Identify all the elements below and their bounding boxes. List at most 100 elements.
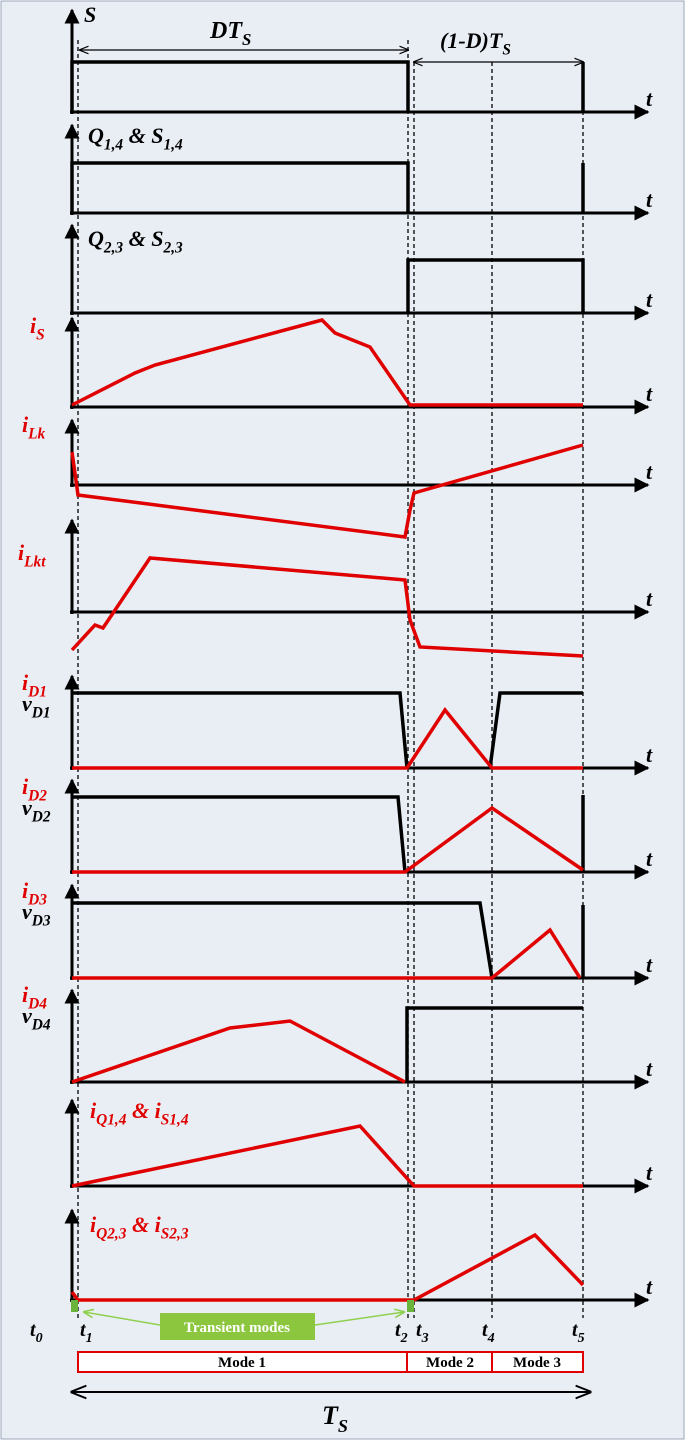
label-part: Q <box>88 226 104 251</box>
signal-label: iD4 <box>22 982 47 1013</box>
label-part: S <box>242 30 251 49</box>
label-part: & i <box>126 1098 161 1123</box>
waveforms <box>70 50 590 1392</box>
label-part: 2,3 <box>103 240 124 257</box>
mode-label: Mode 1 <box>218 1355 266 1371</box>
label-part: 4 <box>487 1331 495 1346</box>
signal-label: iD2 <box>22 774 47 805</box>
label-part: S <box>36 327 45 344</box>
mode-label: Mode 3 <box>513 1355 561 1371</box>
label-part: D1 <box>27 684 47 701</box>
label-part: S <box>502 42 511 59</box>
time-mark: t1 <box>80 1319 93 1346</box>
signal-label: iD3 <box>22 878 47 909</box>
label-part: Lk <box>27 426 45 443</box>
label-part: i <box>18 540 25 565</box>
label-part: 1,4 <box>104 137 124 154</box>
label-part: D2 <box>31 809 51 826</box>
time-mark: t3 <box>416 1319 429 1346</box>
label-part: i <box>90 1098 97 1123</box>
signal-label: iQ1,4 & iS1,4 <box>90 1098 189 1129</box>
label-part: DT <box>209 18 243 44</box>
time-mark: t2 <box>395 1319 408 1346</box>
label-part: D2 <box>27 788 47 805</box>
label-part: t <box>30 1319 37 1341</box>
label-part: D3 <box>27 892 47 909</box>
time-mark: t5 <box>572 1319 585 1346</box>
label-part: i <box>22 412 29 437</box>
label-part: S1,4 <box>161 1112 189 1129</box>
label-part: v <box>22 795 32 820</box>
label-part: Q2,3 <box>96 1226 127 1243</box>
label-part: i <box>22 774 29 799</box>
mode-label: Mode 2 <box>426 1355 474 1371</box>
axis-label: t <box>646 86 653 111</box>
axis-label: t <box>646 952 653 977</box>
axis-label: t <box>646 1160 653 1185</box>
period-label: TS <box>322 1401 348 1436</box>
label-part: D1 <box>31 705 51 722</box>
signal-label: Q2,3 & S2,3 <box>88 226 183 257</box>
label-part: 3 <box>421 1331 429 1346</box>
label-part: S <box>84 2 96 27</box>
signal-label: vD3 <box>22 899 51 930</box>
label-part: Lkt <box>23 554 46 571</box>
label-part: 1,4 <box>164 137 184 154</box>
label-part: S <box>338 1416 348 1436</box>
axis-label: t <box>646 846 653 871</box>
label-part: t <box>395 1319 402 1341</box>
signal-label: vD4 <box>22 1003 51 1034</box>
label-part: D4 <box>31 1017 51 1034</box>
signal-label: iD1 <box>22 670 47 701</box>
time-mark: t0 <box>30 1319 43 1346</box>
label-part: i <box>22 982 29 1007</box>
label-part: t <box>482 1319 489 1341</box>
signal-label: iQ2,3 & iS2,3 <box>90 1212 189 1243</box>
label-part: v <box>22 899 32 924</box>
label-part: t <box>572 1319 579 1341</box>
label-part: & S <box>123 226 163 251</box>
interval-label: (1-D)TS <box>440 28 511 59</box>
label-part: (1-D)T <box>440 28 504 53</box>
label-part: & S <box>123 123 163 148</box>
label-part: 0 <box>36 1331 43 1346</box>
axis-label: t <box>646 459 653 484</box>
label-part: i <box>30 313 37 338</box>
interval-label: DTS <box>209 18 251 49</box>
signal-label: S <box>84 2 96 27</box>
signal-label: Q1,4 & S1,4 <box>88 123 183 154</box>
axis-label: t <box>646 187 653 212</box>
label-part: Q1,4 <box>96 1112 127 1129</box>
label-part: 2 <box>400 1331 408 1346</box>
label-part: & i <box>126 1212 161 1237</box>
label-part: D3 <box>31 913 51 930</box>
label-part: T <box>322 1401 339 1430</box>
label-part: v <box>22 1003 32 1028</box>
time-mark: t4 <box>482 1319 495 1346</box>
axis-label: t <box>646 287 653 312</box>
label-part: D4 <box>27 996 47 1013</box>
label-part: Q <box>88 123 104 148</box>
label-part: t <box>416 1319 423 1341</box>
label-part: i <box>22 670 29 695</box>
axis-label: t <box>646 1274 653 1299</box>
axis-label: t <box>646 1056 653 1081</box>
label-part: 1 <box>86 1331 93 1346</box>
label-part: S2,3 <box>161 1226 189 1243</box>
axis-label: t <box>646 586 653 611</box>
label-part: v <box>22 691 32 716</box>
label-part: 5 <box>578 1331 585 1346</box>
label-part: t <box>80 1319 87 1341</box>
label-part: i <box>90 1212 97 1237</box>
transient-note: Transient modes <box>184 1320 290 1336</box>
axis-label: t <box>646 381 653 406</box>
axis-label: t <box>646 742 653 767</box>
signal-label: vD2 <box>22 795 51 826</box>
signal-label: iS <box>30 313 45 344</box>
label-part: 2,3 <box>163 240 184 257</box>
signal-label: iLk <box>22 412 46 443</box>
label-part: i <box>22 878 29 903</box>
signal-label: vD1 <box>22 691 51 722</box>
